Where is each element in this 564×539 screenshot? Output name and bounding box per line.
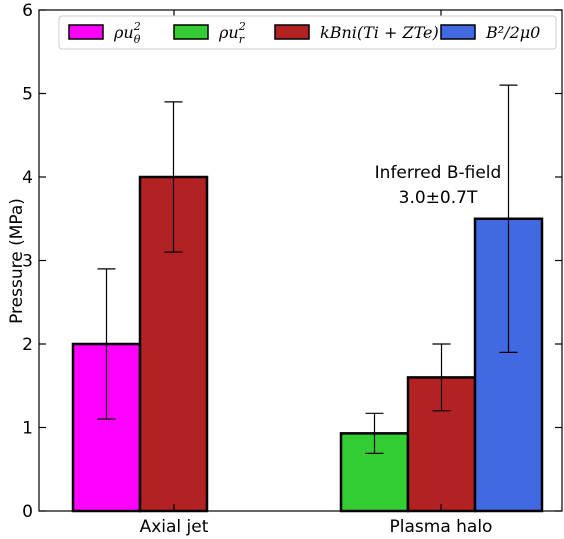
legend-swatch-1	[68, 24, 104, 40]
y-axis-label: Pressure (MPa)	[7, 198, 27, 324]
x-tick-label-0: Axial jet	[140, 517, 209, 537]
legend-label-3: kBni(Ti + ZTe)	[320, 23, 439, 42]
error-bars-layer	[97, 84, 518, 454]
y-tick-label-2: 2	[22, 335, 33, 355]
legend-label-4: B²/2μ0	[485, 23, 540, 42]
tick-labels-layer: 0 1 2 3 4 5 6 Axial jet Plasma halo	[22, 1, 492, 537]
y-tick-label-0: 0	[22, 502, 33, 522]
y-tick-label-5: 5	[22, 85, 33, 105]
annotation-line-1: Inferred B-field	[375, 163, 502, 183]
ticks-layer	[39, 9, 562, 512]
y-tick-label-6: 6	[22, 1, 33, 21]
bars-layer	[71, 175, 544, 513]
annotation-line-2: 3.0±0.7T	[399, 188, 478, 208]
legend-swatch-4	[440, 24, 476, 40]
x-tick-label-1: Plasma halo	[390, 517, 493, 537]
legend-swatch-2	[173, 24, 209, 40]
y-tick-label-4: 4	[22, 168, 33, 188]
annotation: Inferred B-field 3.0±0.7T	[375, 163, 502, 208]
legend-swatch-3	[274, 24, 310, 40]
y-tick-label-1: 1	[22, 419, 33, 439]
y-tick-label-3: 3	[22, 252, 33, 272]
legend: ρu2 θ ρu2 r kBni(Ti + ZTe) B²/2μ0	[58, 15, 557, 50]
legend-label-2: ρu2 r	[218, 20, 246, 46]
legend-label-1: ρu2 θ	[113, 20, 141, 46]
